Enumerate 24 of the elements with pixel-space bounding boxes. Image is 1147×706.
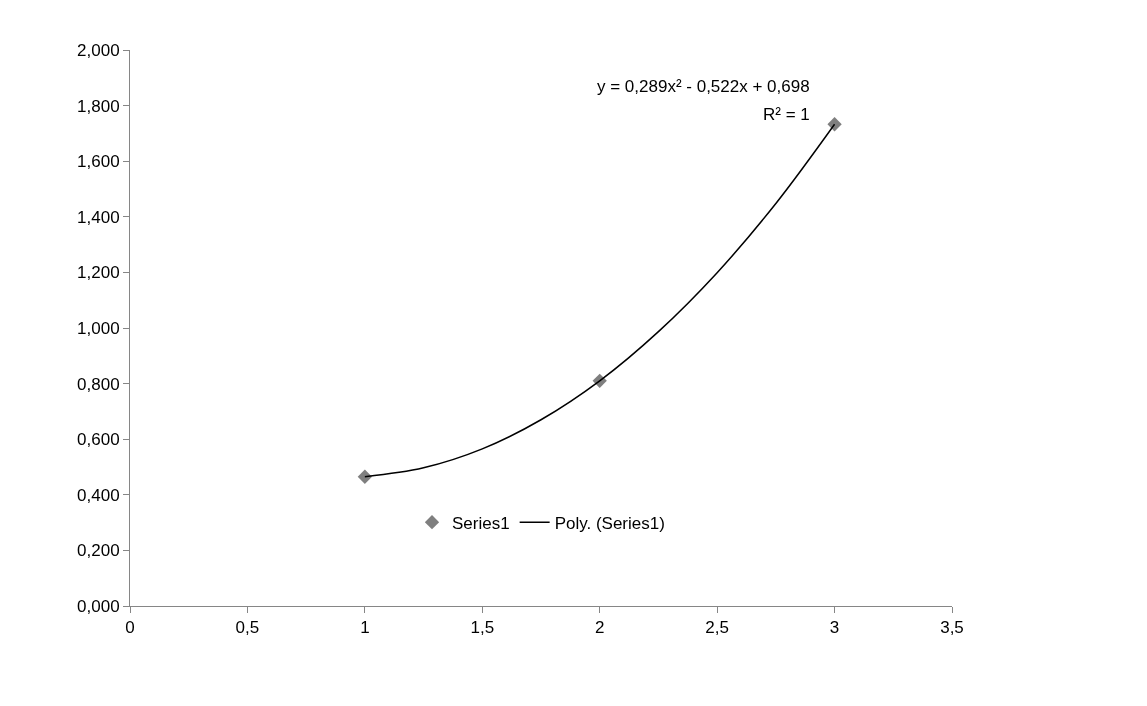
point	[357, 469, 373, 484]
y-tick-label: 1,800	[77, 96, 120, 116]
y-tick-label: 2,000	[77, 40, 120, 60]
x-tick-label: 2,5	[705, 618, 729, 638]
annotation: y = 0,289x² - 0,522x + 0,698	[597, 77, 810, 96]
y-tick-label: 0,000	[77, 596, 120, 616]
y-tick-label: 0,400	[77, 485, 120, 505]
x-tick-label: 3,5	[940, 618, 964, 638]
annotation: R² = 1	[763, 105, 810, 124]
y-tick-label: 1,400	[77, 207, 120, 227]
y-tick-label: 0,600	[77, 430, 120, 450]
y-tick-label: 0,800	[77, 374, 120, 394]
x-tick-label: 2	[594, 618, 605, 638]
legend-label: Poly. (Series1)	[554, 513, 665, 533]
legend-label: Series1	[452, 513, 510, 533]
y-tick-label: 0,200	[77, 541, 120, 561]
x-tick-label: 1	[360, 618, 370, 638]
y-tick-label: 1,600	[77, 152, 120, 172]
y-tick-label: 1,000	[77, 318, 120, 338]
x-tick-label: 1,5	[470, 618, 495, 638]
y-tick-label: 1,200	[77, 263, 120, 283]
x-tick-label: 0,5	[235, 618, 260, 638]
x-tick-label: 0	[125, 618, 135, 638]
x-tick-label: 3	[829, 618, 840, 638]
